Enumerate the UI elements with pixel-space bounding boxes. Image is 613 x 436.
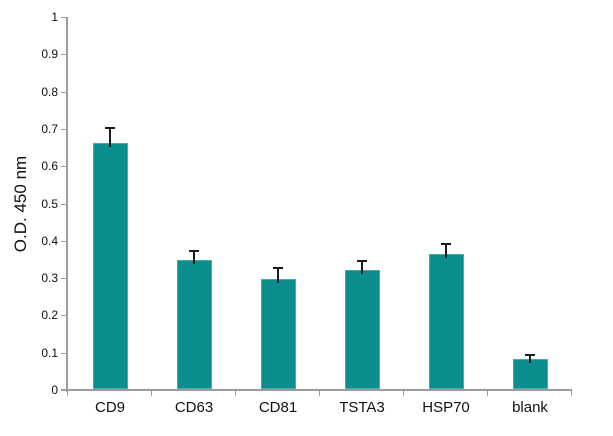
y-axis-tick-label: 1 — [51, 10, 58, 24]
y-axis-tick — [61, 315, 66, 316]
y-axis-tick — [61, 353, 66, 354]
y-axis-tick — [61, 54, 66, 55]
y-axis-line — [66, 17, 68, 392]
x-axis-label-blank: blank — [512, 399, 548, 416]
y-axis-tick — [61, 129, 66, 130]
y-axis-tick-label: 0.5 — [41, 197, 58, 211]
y-axis-tick-label: 0.7 — [41, 122, 58, 136]
y-axis-tick-label: 0.8 — [41, 85, 58, 99]
bar-hsp70 — [429, 254, 464, 389]
error-bar-line — [193, 251, 195, 264]
y-axis-tick — [61, 166, 66, 167]
y-axis-tick-label: 0.4 — [41, 234, 58, 248]
y-axis-tick-label: 0.3 — [41, 271, 58, 285]
x-axis-tick — [487, 391, 488, 396]
error-bar-cap — [441, 243, 451, 245]
error-bar-line — [529, 355, 531, 363]
y-axis-tick — [61, 17, 66, 18]
y-axis-tick-label: 0.6 — [41, 159, 58, 173]
y-axis-tick-label: 0 — [51, 383, 58, 397]
x-axis-tick — [319, 391, 320, 396]
y-axis-tick — [61, 390, 66, 391]
y-axis-tick-label: 0.9 — [41, 47, 58, 61]
x-axis-tick — [235, 391, 236, 396]
y-axis-tick — [61, 278, 66, 279]
bar-tsta3 — [345, 270, 380, 389]
error-bar-line — [109, 128, 111, 147]
y-axis-tick — [61, 204, 66, 205]
x-axis-tick — [403, 391, 404, 396]
y-axis-tick-label: 0.2 — [41, 308, 58, 322]
y-axis-tick-label: 0.1 — [41, 346, 58, 360]
error-bar-cap — [189, 250, 199, 252]
x-axis-label-cd9: CD9 — [94, 399, 125, 416]
bar-cd81 — [261, 279, 296, 389]
x-axis-tick — [67, 391, 68, 396]
error-bar-line — [361, 261, 363, 274]
x-axis-label-tsta3: TSTA3 — [339, 399, 385, 416]
bar-cd9 — [93, 143, 128, 389]
x-axis-label-cd63: CD63 — [174, 399, 214, 416]
error-bar-cap — [105, 127, 115, 129]
x-axis-label-hsp70: HSP70 — [422, 399, 470, 416]
x-axis-label-cd81: CD81 — [258, 399, 298, 416]
x-axis-tick — [151, 391, 152, 396]
error-bar-cap — [525, 354, 535, 356]
y-axis-tick — [61, 241, 66, 242]
error-bar-line — [445, 244, 447, 258]
x-axis-line — [61, 389, 572, 391]
error-bar-line — [277, 268, 279, 283]
bar-blank — [513, 359, 548, 389]
error-bar-cap — [357, 260, 367, 262]
y-axis-tick — [61, 92, 66, 93]
bar-cd63 — [177, 260, 212, 389]
error-bar-cap — [273, 267, 283, 269]
x-axis-tick — [571, 391, 572, 396]
